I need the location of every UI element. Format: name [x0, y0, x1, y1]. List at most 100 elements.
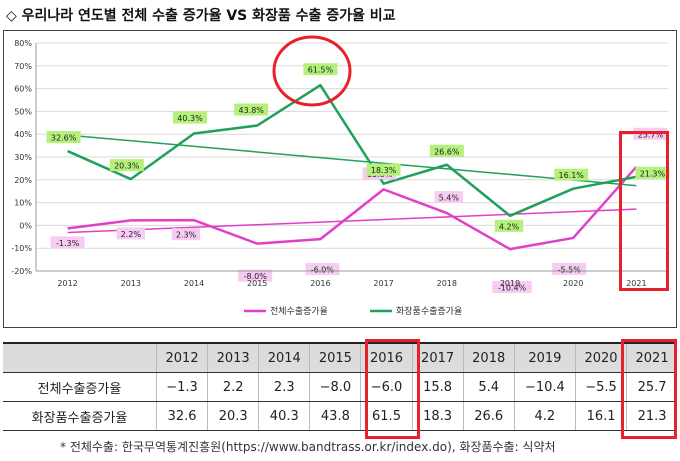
table-header-cell: 2015 [309, 342, 361, 373]
data-label: 20.3% [114, 162, 140, 171]
data-label: 4.2% [499, 222, 520, 231]
data-label-bg [116, 227, 145, 240]
table-header-cell: 2018 [462, 342, 515, 373]
table-row-label: 전체수출증가율 [3, 372, 157, 402]
data-label: 25.7% [638, 130, 664, 139]
data-table: 2012 2013 2014 2015 2016 2017 2018 2019 … [3, 342, 677, 431]
data-label-bg [434, 191, 463, 204]
x-tick-label: 2020 [563, 279, 583, 288]
table-cell: 15.8 [411, 372, 464, 402]
table-header-cell: 2013 [207, 342, 259, 373]
x-tick-label: 2019 [500, 279, 520, 288]
data-label-bg [494, 219, 524, 232]
data-label: 2.3% [176, 231, 197, 240]
data-label: -10.4% [498, 284, 527, 293]
data-label: 61.5% [308, 66, 334, 75]
y-tick-label: 70% [14, 62, 32, 71]
table-header-cell: 2021 [626, 342, 677, 373]
data-label-bg [171, 228, 201, 241]
trendline-total [67, 208, 637, 234]
x-tick-label: 2015 [247, 279, 267, 288]
legend-label: 전체수출증가율 [270, 306, 328, 317]
y-tick-label: 0% [19, 221, 32, 230]
table-header-cell: 2012 [155, 342, 208, 373]
table-cell: 16.1 [574, 401, 627, 431]
x-tick-label: 2021 [626, 279, 646, 288]
y-tick-label: 80% [14, 39, 32, 48]
table-header-cell: 2020 [574, 342, 627, 373]
table-cell: 43.8 [309, 401, 361, 431]
data-label: -1.3% [56, 239, 80, 248]
table-row: 전체수출증가율 −1.3 2.2 2.3 −8.0 −6.0 15.8 5.4 … [3, 372, 677, 402]
table-cell: 5.4 [462, 372, 515, 402]
page-title: ◇ 우리나라 연도별 전체 수출 증가율 VS 화장품 수출 증가율 비교 [6, 8, 396, 24]
data-label-bg [492, 281, 532, 294]
data-label: -8.0% [244, 272, 268, 281]
table-cell: 25.7 [626, 372, 677, 402]
table-cell: 4.2 [513, 401, 576, 431]
data-label-bg [109, 159, 144, 172]
line-chart: -1.3%2.2%2.3%-8.0%-6.0%15.8%5.4%-10.4%-5… [11, 39, 670, 317]
data-label: 18.3% [371, 166, 397, 175]
data-label-bg [552, 262, 587, 275]
y-tick-label: 30% [14, 153, 32, 162]
y-tick-label: 20% [14, 176, 32, 185]
table-cell: 40.3 [258, 401, 310, 431]
x-tick-label: 2013 [121, 279, 141, 288]
data-label-bg [366, 163, 401, 176]
table-row-label: 화장품수출증가율 [3, 401, 157, 431]
table-cell: 2.2 [207, 372, 259, 402]
data-label-bg [50, 236, 85, 249]
data-label: 2.2% [121, 230, 142, 239]
table-header-cell: 2016 [360, 342, 413, 373]
table-cell: −1.3 [155, 372, 208, 402]
data-label: 16.1% [558, 171, 584, 180]
table-cell: 61.5 [360, 401, 413, 431]
data-label-bg [554, 168, 589, 181]
source-footnote: * 전체수출: 한국무역통계진흥원(https://www.bandtrass.… [60, 440, 556, 454]
data-label: 5.4% [439, 194, 460, 203]
table-cell: 26.6 [462, 401, 515, 431]
table-cell: 32.6 [155, 401, 208, 431]
series-line-cosmetics [67, 83, 637, 218]
x-tick-label: 2017 [373, 279, 393, 288]
table-header-cell: 2019 [513, 342, 576, 373]
table-cell: 20.3 [207, 401, 259, 431]
series-line-total [67, 165, 638, 251]
y-tick-label: 60% [14, 85, 32, 94]
data-label: 32.6% [51, 134, 77, 143]
data-label: 43.8% [238, 106, 264, 115]
data-label-bg [429, 144, 464, 157]
data-label: -6.0% [311, 266, 335, 275]
y-tick-label: 50% [14, 107, 32, 116]
trendline-cosmetics [67, 134, 637, 187]
data-label-bg [238, 269, 273, 282]
data-label-bg [305, 263, 340, 276]
y-tick-label: 10% [14, 199, 32, 208]
data-label: 26.6% [434, 147, 460, 156]
table-row: 화장품수출증가율 32.6 20.3 40.3 43.8 61.5 18.3 2… [3, 401, 677, 431]
data-label-bg [635, 166, 670, 179]
table-header-cell: 2014 [258, 342, 310, 373]
chart-container: -1.3%2.2%2.3%-8.0%-6.0%15.8%5.4%-10.4%-5… [3, 30, 677, 328]
table-cell: 18.3 [411, 401, 464, 431]
x-tick-label: 2012 [57, 279, 77, 288]
data-label: 21.3% [640, 169, 666, 178]
table-cell: −8.0 [309, 372, 361, 402]
data-label-bg [173, 111, 207, 124]
x-tick-label: 2014 [184, 279, 204, 288]
table-header-cell [3, 342, 157, 373]
table-cell: −5.5 [574, 372, 627, 402]
table-cell: 2.3 [258, 372, 310, 402]
legend-label: 화장품수출증가율 [396, 306, 462, 317]
table-cell: −10.4 [513, 372, 576, 402]
x-tick-label: 2018 [437, 279, 457, 288]
y-tick-label: 40% [14, 130, 32, 139]
x-tick-label: 2016 [310, 279, 330, 288]
table-header-cell: 2017 [411, 342, 464, 373]
y-tick-label: -10% [11, 244, 32, 253]
data-label: 40.3% [177, 114, 203, 123]
data-label-bg [46, 131, 81, 144]
data-label: -5.5% [558, 265, 582, 274]
data-label-bg [234, 103, 269, 116]
